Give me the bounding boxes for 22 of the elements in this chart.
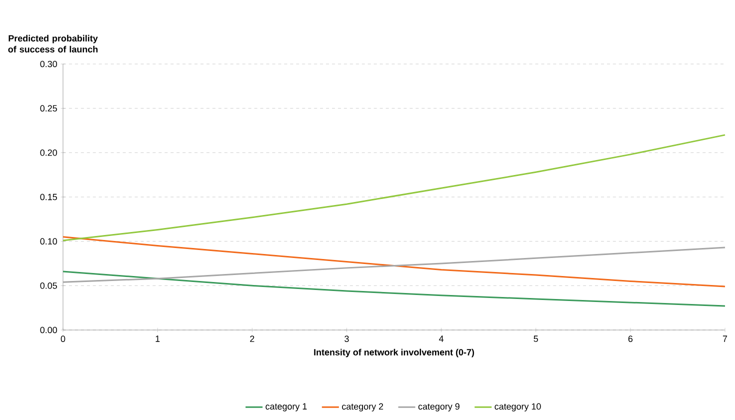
- x-tick-label: 7: [722, 336, 728, 342]
- line-series: [62, 134, 726, 242]
- y-tick-label: 0.00: [40, 326, 58, 334]
- legend-label: category 1: [266, 403, 307, 412]
- x-axis-title: Intensity of network involvement (0-7): [314, 348, 474, 358]
- x-tick-label: 4: [439, 336, 444, 342]
- y-tick-label: 0.05: [40, 282, 57, 289]
- x-tick-label: 1: [156, 336, 160, 342]
- x-tick-label: 0: [60, 336, 66, 342]
- y-tick-label: 0.15: [40, 194, 57, 200]
- legend-label: category 10: [494, 403, 541, 412]
- y-tick-label: 0.20: [40, 149, 58, 156]
- x-tick-label: 3: [344, 336, 349, 342]
- y-tick-label: 0.25: [40, 105, 57, 112]
- legend-label: category 9: [418, 403, 460, 412]
- y-axis-title: Predicted probability of success of launch: [8, 34, 98, 52]
- y-tick-label: 0.30: [40, 60, 58, 68]
- x-tick-label: 6: [628, 336, 633, 342]
- x-tick-label: 5: [534, 336, 538, 342]
- y-tick-label: 0.10: [40, 238, 58, 245]
- x-tick-label: 2: [250, 336, 254, 342]
- legend-label: category 2: [342, 403, 384, 412]
